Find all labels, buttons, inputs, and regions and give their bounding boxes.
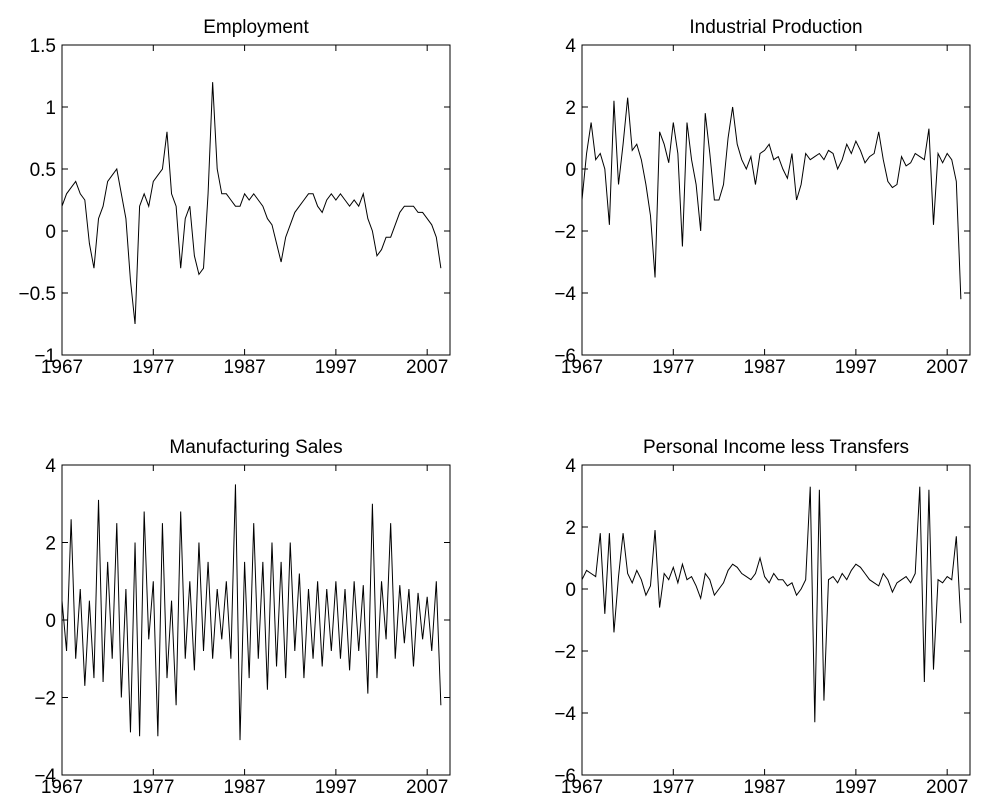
axes-box (581, 464, 971, 776)
y-tick-label: 1.5 (30, 36, 56, 57)
series-line (581, 97, 962, 300)
x-tick-label: 1987 (743, 357, 785, 378)
x-tick-label: 1967 (561, 777, 603, 798)
y-tick-label: −2 (554, 642, 576, 663)
x-tick-label: 2007 (406, 357, 448, 378)
x-tick-label: 1977 (132, 777, 174, 798)
x-tick-label: 1967 (41, 777, 83, 798)
y-tick-label: 4 (565, 456, 576, 477)
subplot-title: Manufacturing Sales (169, 437, 342, 458)
x-tick-label: 1987 (223, 357, 265, 378)
y-tick-label: 4 (565, 36, 576, 57)
series-line (581, 486, 962, 723)
y-tick-label: −2 (34, 689, 56, 710)
y-tick-label: −6 (554, 766, 576, 787)
subplot-title: Personal Income less Transfers (643, 437, 909, 458)
y-tick-label: −1 (34, 346, 56, 367)
y-tick-label: 0 (565, 160, 576, 181)
y-tick-label: 2 (565, 98, 576, 119)
axes-box (581, 44, 971, 356)
x-tick-label: 1997 (835, 357, 877, 378)
y-tick-label: −6 (554, 346, 576, 367)
x-tick-label: 1977 (652, 357, 694, 378)
x-tick-label: 1997 (315, 777, 357, 798)
axes-box (61, 44, 451, 356)
y-tick-label: −4 (554, 704, 576, 725)
axes-box (61, 464, 451, 776)
x-tick-label: 1987 (223, 777, 265, 798)
x-tick-label: 1977 (652, 777, 694, 798)
x-tick-label: 1997 (835, 777, 877, 798)
y-tick-label: −4 (554, 284, 576, 305)
y-tick-label: 1 (45, 98, 56, 119)
x-tick-label: 2007 (406, 777, 448, 798)
x-tick-label: 2007 (926, 777, 968, 798)
x-tick-label: 1997 (315, 357, 357, 378)
x-tick-label: 1967 (41, 357, 83, 378)
y-tick-label: 4 (45, 456, 56, 477)
subplot-title: Industrial Production (689, 17, 862, 38)
y-tick-label: 0 (45, 611, 56, 632)
series-line (61, 82, 442, 325)
y-tick-label: −2 (554, 222, 576, 243)
y-tick-label: 0 (565, 580, 576, 601)
subplot-title: Employment (203, 17, 309, 38)
y-tick-label: 0.5 (30, 160, 56, 181)
x-tick-label: 1987 (743, 777, 785, 798)
series-line (61, 484, 442, 741)
x-tick-label: 1967 (561, 357, 603, 378)
y-tick-label: −4 (34, 766, 56, 787)
y-tick-label: 2 (45, 534, 56, 555)
x-tick-label: 2007 (926, 357, 968, 378)
y-tick-label: 2 (565, 518, 576, 539)
x-tick-label: 1977 (132, 357, 174, 378)
y-tick-label: 0 (45, 222, 56, 243)
y-tick-label: −0.5 (18, 284, 56, 305)
